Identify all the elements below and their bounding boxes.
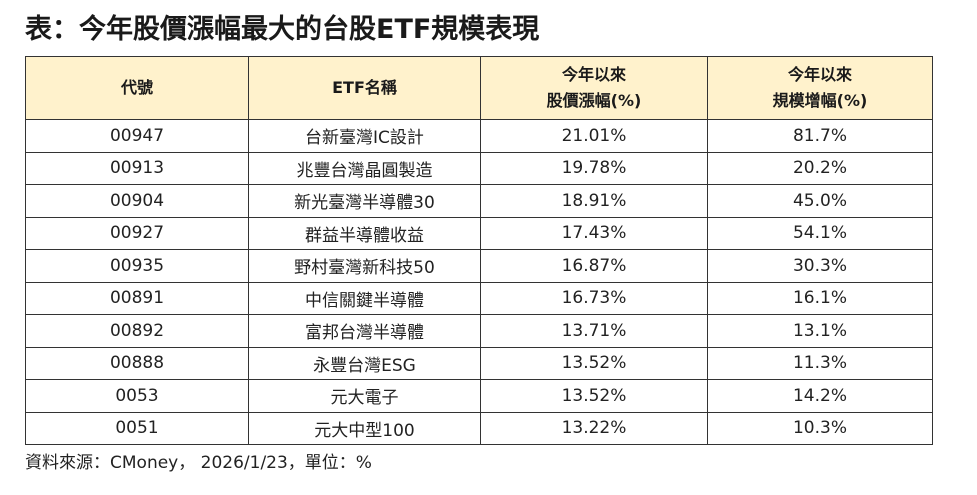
cell-price-change: 18.91%: [480, 184, 708, 218]
table-row: 00904 新光臺灣半導體30 18.91% 45.0%: [25, 184, 933, 218]
cell-code: 0051: [25, 411, 249, 445]
cell-scale-change: 16.1%: [707, 281, 933, 315]
cell-code: 00927: [25, 216, 249, 250]
cell-name: 富邦台灣半導體: [248, 314, 481, 348]
table-row: 00891 中信關鍵半導體 16.73% 16.1%: [25, 281, 933, 315]
header-code: 代號: [25, 56, 249, 120]
cell-price-change: 17.43%: [480, 216, 708, 250]
cell-code: 00891: [25, 281, 249, 315]
table-row: 00935 野村臺灣新科技50 16.87% 30.3%: [25, 249, 933, 283]
header-scale-change-line2: 規模增幅(%): [772, 91, 868, 110]
cell-code: 00892: [25, 314, 249, 348]
cell-name: 永豐台灣ESG: [248, 346, 481, 380]
cell-name: 新光臺灣半導體30: [248, 184, 481, 218]
cell-price-change: 19.78%: [480, 151, 708, 185]
table-row: 00892 富邦台灣半導體 13.71% 13.1%: [25, 314, 933, 348]
cell-price-change: 16.73%: [480, 281, 708, 315]
cell-price-change: 13.52%: [480, 346, 708, 380]
cell-name: 元大電子: [248, 379, 481, 413]
header-name: ETF名稱: [248, 56, 481, 120]
cell-code: 0053: [25, 379, 249, 413]
cell-scale-change: 45.0%: [707, 184, 933, 218]
table-body: 00947 台新臺灣IC設計 21.01% 81.7% 00913 兆豐台灣晶圓…: [25, 119, 933, 445]
table-row: 00947 台新臺灣IC設計 21.01% 81.7%: [25, 119, 933, 153]
table-row: 00913 兆豐台灣晶圓製造 19.78% 20.2%: [25, 151, 933, 185]
table-header-row: 代號 ETF名稱 今年以來 股價漲幅(%) 今年以來 規模增幅(%): [25, 56, 933, 120]
cell-scale-change: 30.3%: [707, 249, 933, 283]
cell-price-change: 13.71%: [480, 314, 708, 348]
header-price-change: 今年以來 股價漲幅(%): [480, 56, 708, 120]
cell-code: 00947: [25, 119, 249, 153]
cell-scale-change: 14.2%: [707, 379, 933, 413]
cell-scale-change: 10.3%: [707, 411, 933, 445]
header-name-label: ETF名稱: [332, 78, 397, 97]
table-row: 00927 群益半導體收益 17.43% 54.1%: [25, 216, 933, 250]
table-row: 0051 元大中型100 13.22% 10.3%: [25, 411, 933, 445]
cell-price-change: 21.01%: [480, 119, 708, 153]
cell-code: 00935: [25, 249, 249, 283]
cell-scale-change: 20.2%: [707, 151, 933, 185]
cell-code: 00913: [25, 151, 249, 185]
cell-code: 00904: [25, 184, 249, 218]
cell-name: 中信關鍵半導體: [248, 281, 481, 315]
cell-price-change: 16.87%: [480, 249, 708, 283]
cell-name: 群益半導體收益: [248, 216, 481, 250]
cell-price-change: 13.22%: [480, 411, 708, 445]
cell-name: 元大中型100: [248, 411, 481, 445]
cell-scale-change: 13.1%: [707, 314, 933, 348]
cell-scale-change: 11.3%: [707, 346, 933, 380]
source-note: 資料來源：CMoney， 2026/1/23，單位：%: [25, 453, 372, 473]
header-price-change-line1: 今年以來: [561, 65, 626, 84]
cell-name: 兆豐台灣晶圓製造: [248, 151, 481, 185]
cell-scale-change: 81.7%: [707, 119, 933, 153]
header-scale-change-line1: 今年以來: [787, 65, 852, 84]
table-header: 代號 ETF名稱 今年以來 股價漲幅(%) 今年以來 規模增幅(%): [25, 56, 933, 120]
table-row: 00888 永豐台灣ESG 13.52% 11.3%: [25, 346, 933, 380]
cell-name: 台新臺灣IC設計: [248, 119, 481, 153]
header-price-change-line2: 股價漲幅(%): [546, 91, 642, 110]
cell-price-change: 13.52%: [480, 379, 708, 413]
cell-scale-change: 54.1%: [707, 216, 933, 250]
cell-name: 野村臺灣新科技50: [248, 249, 481, 283]
page-title: 表：今年股價漲幅最大的台股ETF規模表現: [25, 14, 540, 45]
header-code-label: 代號: [120, 78, 153, 97]
etf-table: 代號 ETF名稱 今年以來 股價漲幅(%) 今年以來 規模增幅(%) 00947…: [25, 56, 933, 445]
cell-code: 00888: [25, 346, 249, 380]
header-scale-change: 今年以來 規模增幅(%): [707, 56, 933, 120]
table-row: 0053 元大電子 13.52% 14.2%: [25, 379, 933, 413]
